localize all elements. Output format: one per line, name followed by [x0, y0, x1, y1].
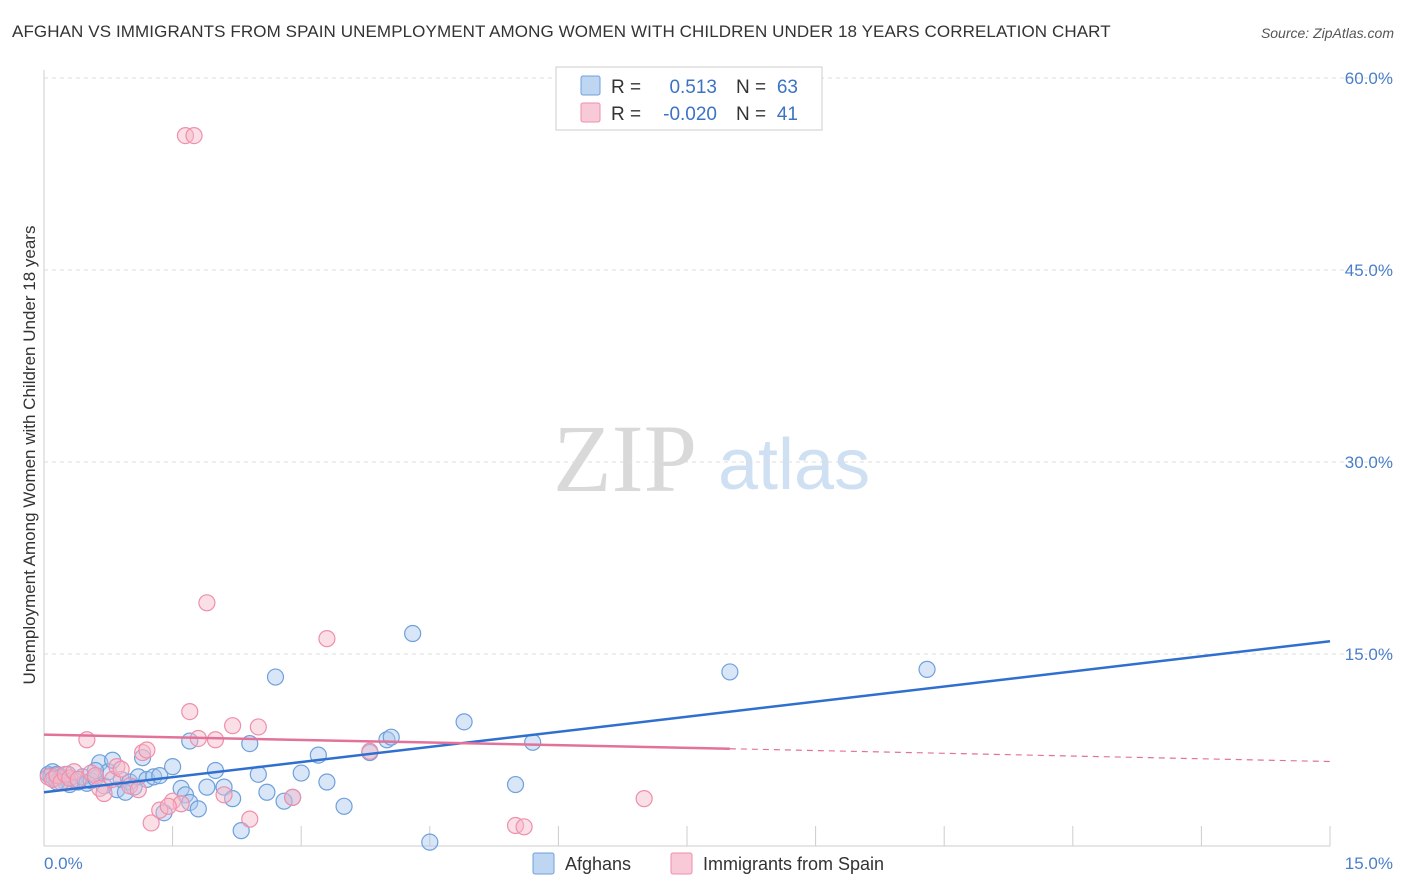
- legend-n-value-spain: 41: [777, 104, 798, 125]
- legend-r-value-afghans: 0.513: [669, 77, 717, 98]
- afghans-point-54: [721, 663, 739, 681]
- spain-point-31: [224, 717, 242, 735]
- source-label: Source: ZipAtlas.com: [1260, 25, 1394, 41]
- afghans-point-52: [506, 775, 525, 794]
- y-tick-label-45: 45.0%: [1345, 261, 1393, 280]
- spain-point-23: [172, 795, 190, 813]
- spain-point-26: [181, 702, 199, 721]
- spain-point-15: [112, 760, 130, 778]
- spain-point-32: [241, 810, 259, 828]
- y-tick-label-60: 60.0%: [1345, 69, 1393, 88]
- spain-point-34: [284, 788, 302, 806]
- legend-n-value-afghans: 63: [777, 77, 798, 98]
- afghans-point-31: [189, 800, 207, 818]
- spain-point-35: [318, 630, 336, 648]
- spain-point-19: [138, 741, 156, 759]
- afghans-point-32: [198, 778, 216, 796]
- afghans-point-49: [404, 624, 422, 643]
- legend-swatch-afghans: [580, 75, 601, 96]
- afghans-point-42: [292, 764, 310, 782]
- spain-point-12: [95, 784, 113, 803]
- legend-r-label-afghans: R =: [611, 77, 641, 98]
- x-tick-label-min: 0.0%: [44, 854, 83, 873]
- afghans-point-40: [266, 668, 285, 686]
- y-tick-label-30: 30.0%: [1345, 453, 1393, 472]
- spain-point-29: [206, 731, 225, 749]
- afghans-point-45: [335, 797, 353, 815]
- legend-r-label-spain: R =: [611, 104, 641, 125]
- spain-point-20: [142, 814, 160, 832]
- spain-point-33: [249, 718, 267, 736]
- spain-points: [39, 127, 653, 836]
- spain-point-17: [129, 781, 147, 799]
- afghans-point-39: [258, 783, 276, 801]
- y-axis-label: Unemployment Among Women with Children U…: [20, 226, 39, 685]
- afghans-point-44: [318, 773, 336, 791]
- spain-point-39: [635, 790, 653, 808]
- afghans-point-51: [455, 713, 473, 731]
- spain-point-37: [506, 816, 525, 835]
- series-legend: Afghans Immigrants from Spain: [532, 852, 884, 875]
- afghans-point-50: [421, 833, 439, 851]
- trendlines: [43, 639, 1331, 794]
- watermark-zip: ZIP: [553, 405, 697, 512]
- spain-point-28: [198, 594, 216, 612]
- gridlines: [44, 77, 1393, 655]
- spain-trendline: [43, 733, 730, 750]
- y-tick-label-15: 15.0%: [1345, 645, 1393, 664]
- y-tick-labels: 15.0% 30.0% 45.0% 60.0%: [1345, 69, 1393, 664]
- legend-n-label-afghans: N =: [736, 77, 766, 98]
- x-tick-marks: [172, 826, 1331, 846]
- spain-point-38: [515, 818, 533, 836]
- spain-point-30: [215, 786, 233, 804]
- spain-point-25: [185, 127, 203, 145]
- spain-point-21: [151, 801, 169, 819]
- chart-title: AFGHAN VS IMMIGRANTS FROM SPAIN UNEMPLOY…: [12, 22, 1111, 41]
- afghans-point-27: [164, 758, 182, 776]
- spain-point-10: [86, 766, 105, 785]
- watermark-atlas: atlas: [718, 425, 870, 505]
- legend-r-value-spain: -0.020: [663, 104, 717, 125]
- bottom-legend-label-spain: Immigrants from Spain: [703, 854, 884, 874]
- bottom-legend-swatch-spain: [670, 852, 693, 875]
- afghans-point-55: [918, 660, 936, 678]
- spain-point-36: [361, 742, 379, 760]
- legend-swatch-spain: [580, 102, 601, 123]
- correlation-legend: R = 0.513 N = 63 R = -0.020 N = 41: [555, 66, 823, 131]
- bottom-legend-label-afghans: Afghans: [565, 854, 631, 874]
- x-tick-label-max: 15.0%: [1345, 854, 1393, 873]
- legend-n-label-spain: N =: [736, 104, 766, 125]
- afghans-point-36: [232, 822, 250, 840]
- afghans-point-58: [275, 792, 293, 810]
- bottom-legend-swatch-afghans: [532, 852, 555, 875]
- spain-trendline-extension: [729, 748, 1331, 763]
- afghans-point-35: [224, 790, 242, 808]
- afghans-point-30: [181, 793, 199, 812]
- spain-point-40: [159, 797, 177, 815]
- afghans-trendline: [43, 639, 1331, 794]
